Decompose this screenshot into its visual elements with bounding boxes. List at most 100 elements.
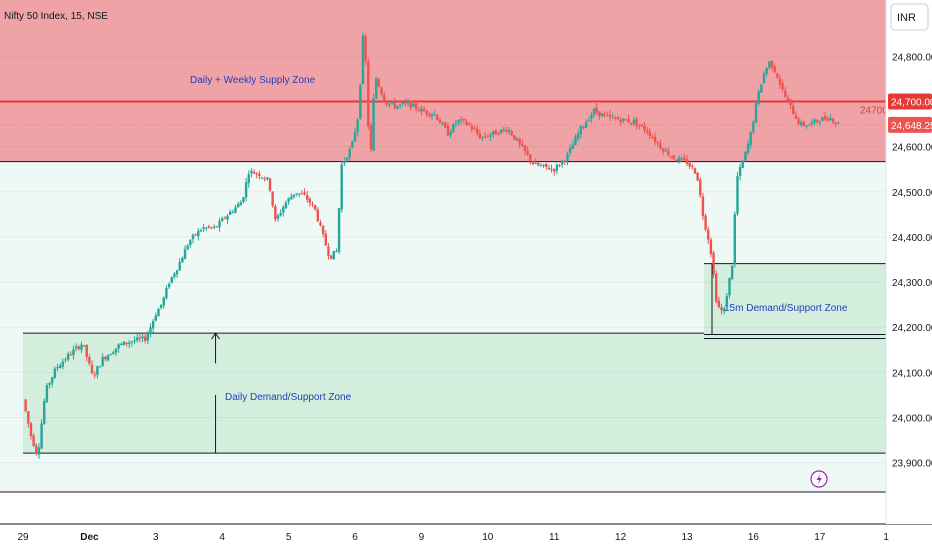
candle-body (696, 172, 699, 181)
candle-body (802, 121, 806, 126)
candle-body (457, 119, 460, 123)
candle-body (112, 352, 115, 354)
candle-body (539, 165, 543, 167)
candle (64, 357, 67, 363)
candle-body (752, 121, 755, 133)
candle (754, 102, 758, 124)
candle-body (239, 202, 242, 206)
candle (380, 86, 383, 97)
candle-body (669, 156, 673, 158)
candle (752, 120, 755, 135)
candle (667, 146, 670, 157)
candle-body (717, 300, 721, 308)
candle (82, 345, 86, 348)
time-tick-label: 10 (482, 532, 494, 543)
price-tick-label: 24,300.00 (892, 278, 932, 289)
candle (622, 118, 625, 124)
last-price-tag-text: 24,648.25 (891, 121, 932, 132)
time-axis[interactable]: 29 Dec 3 4 5 6 9 10 11 12 13 16 17 1 (17, 532, 889, 543)
candle (430, 112, 434, 121)
candle (393, 97, 397, 111)
candle (648, 128, 652, 140)
candle (45, 382, 49, 404)
candle-body (252, 172, 256, 174)
candle-body (255, 173, 258, 175)
candle-body (316, 209, 320, 222)
candle-body (529, 154, 532, 161)
candle (523, 145, 527, 156)
candle-body (82, 345, 86, 347)
candle-body (250, 170, 253, 174)
candle-body (730, 265, 734, 279)
candle-body (66, 353, 70, 360)
daily-demand-zone-label: Daily Demand/Support Zone (225, 392, 352, 403)
candle (292, 194, 296, 199)
candle-body (733, 214, 737, 265)
candle-body (784, 90, 787, 97)
time-tick-label: 4 (219, 532, 225, 543)
candle-body (821, 117, 824, 122)
candle-body (736, 176, 739, 214)
candle-body (93, 374, 96, 376)
candle-body (287, 198, 290, 202)
candle-body (797, 118, 800, 125)
candle-body (542, 164, 545, 166)
candle-body (757, 91, 760, 104)
lightning-icon[interactable] (810, 470, 828, 488)
candle-body (452, 124, 455, 133)
level-price-tag-text: 24,700.00 (891, 98, 932, 109)
currency-button[interactable]: INR (890, 3, 929, 31)
candle (58, 363, 62, 369)
time-tick-label: 16 (748, 532, 760, 543)
candle (199, 228, 203, 233)
candle-body (128, 342, 131, 345)
candle-body (308, 198, 312, 204)
candle-body (290, 196, 293, 200)
candle (37, 443, 41, 459)
candle-body (236, 204, 240, 208)
candle-body (754, 102, 758, 123)
candle-body (324, 233, 327, 246)
candle (749, 130, 752, 149)
candle-body (300, 193, 304, 195)
candle (353, 128, 357, 143)
candle-body (643, 125, 646, 131)
candle-body (470, 126, 474, 130)
candle (422, 105, 426, 112)
candle-body (526, 150, 529, 155)
candle-body (566, 153, 569, 162)
candle (276, 213, 280, 222)
candle-body (345, 157, 349, 161)
candle-body (693, 168, 697, 174)
candle-body (776, 73, 779, 78)
candle (130, 340, 134, 347)
candle-body (667, 150, 670, 156)
candle (98, 365, 102, 368)
candle-body (680, 158, 683, 160)
candle (468, 122, 471, 126)
candle (383, 91, 386, 103)
candle (69, 351, 73, 356)
candle-body (329, 255, 333, 259)
candle (141, 333, 144, 343)
candle-body (685, 159, 689, 164)
candle (784, 86, 787, 98)
candle-body (624, 119, 628, 121)
candle-body (213, 226, 216, 228)
candle (88, 354, 91, 366)
candle (802, 120, 806, 128)
candle (348, 146, 351, 162)
candle (96, 365, 99, 379)
time-tick-label: 9 (419, 532, 425, 543)
candle (510, 129, 513, 137)
candle (189, 239, 192, 248)
time-tick-label: 12 (615, 532, 627, 543)
price-tick-label: 24,100.00 (892, 368, 932, 379)
candle-body (266, 177, 269, 180)
candle-body (359, 84, 362, 119)
candle-body (792, 106, 795, 115)
candle (733, 211, 737, 268)
candle (728, 277, 731, 299)
candle (778, 74, 782, 90)
